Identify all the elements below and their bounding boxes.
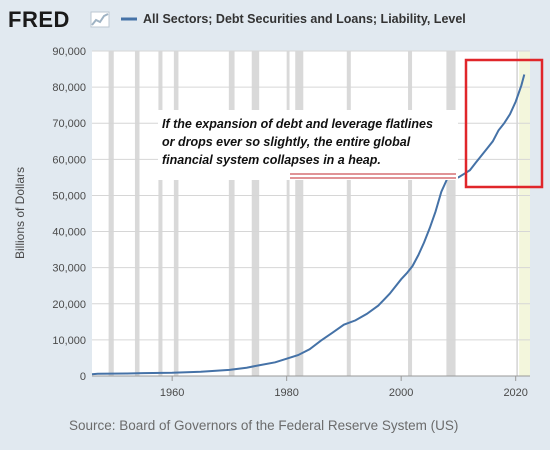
y-tick-label: 50,000 (52, 190, 86, 202)
y-tick-label: 0 (80, 371, 86, 383)
x-axis-ticks: 1960 1980 2000 2020 (92, 375, 530, 399)
recession-band (408, 51, 413, 376)
source-note: Source: Board of Governors of the Federa… (69, 418, 458, 433)
y-tick-label: 10,000 (52, 335, 86, 347)
recession-band (108, 51, 114, 376)
recession-band (158, 51, 163, 376)
highlight-box (464, 58, 544, 189)
recession-band (295, 51, 304, 376)
y-tick-label: 80,000 (52, 82, 86, 94)
recession-band (516, 51, 518, 376)
legend-label[interactable]: All Sectors; Debt Securities and Loans; … (143, 12, 466, 26)
latest-data-band-rect (519, 51, 530, 376)
y-tick-label: 20,000 (52, 299, 86, 311)
y-tick-label: 40,000 (52, 227, 86, 239)
x-tick-label: 1960 (160, 387, 184, 399)
y-axis-label: Billions of Dollars (13, 167, 27, 259)
annotation-line-2: or drops ever so slightly, the entire gl… (162, 135, 411, 149)
annotation-background (158, 110, 458, 180)
y-tick-label: 90,000 (52, 46, 86, 58)
x-tick-label: 2020 (503, 387, 527, 399)
y-tick-label: 70,000 (52, 118, 86, 130)
fred-logo: FRED (8, 7, 70, 32)
y-tick-label: 60,000 (52, 154, 86, 166)
recession-band (251, 51, 260, 376)
recession-band (228, 51, 235, 376)
plot-area (92, 51, 530, 376)
recession-band (446, 51, 456, 376)
annotation-line-3: financial system collapses in a heap. (162, 153, 381, 167)
recession-band (286, 51, 290, 376)
recession-band (134, 51, 140, 376)
x-tick-label: 1980 (274, 387, 298, 399)
latest-data-band (519, 51, 530, 376)
fred-logo-graph-icon (90, 11, 110, 28)
y-axis-ticks: 0 10,000 20,000 30,000 40,000 50,000 60,000 70,… (52, 46, 86, 383)
x-tick-label: 2000 (389, 387, 413, 399)
recession-band (173, 51, 179, 376)
recession-shading (108, 51, 518, 376)
y-tick-label: 30,000 (52, 263, 86, 275)
annotation-line-1: If the expansion of debt and leverage fl… (162, 117, 433, 131)
series-line (91, 74, 526, 376)
recession-band (346, 51, 351, 376)
